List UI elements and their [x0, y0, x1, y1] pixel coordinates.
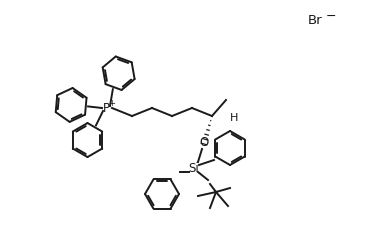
Text: −: − — [326, 9, 336, 23]
Text: H: H — [230, 113, 238, 123]
Text: P: P — [102, 101, 110, 114]
Text: Br: Br — [308, 14, 322, 27]
Text: O: O — [200, 136, 208, 149]
Text: +: + — [109, 98, 115, 107]
Text: Si: Si — [189, 161, 200, 174]
